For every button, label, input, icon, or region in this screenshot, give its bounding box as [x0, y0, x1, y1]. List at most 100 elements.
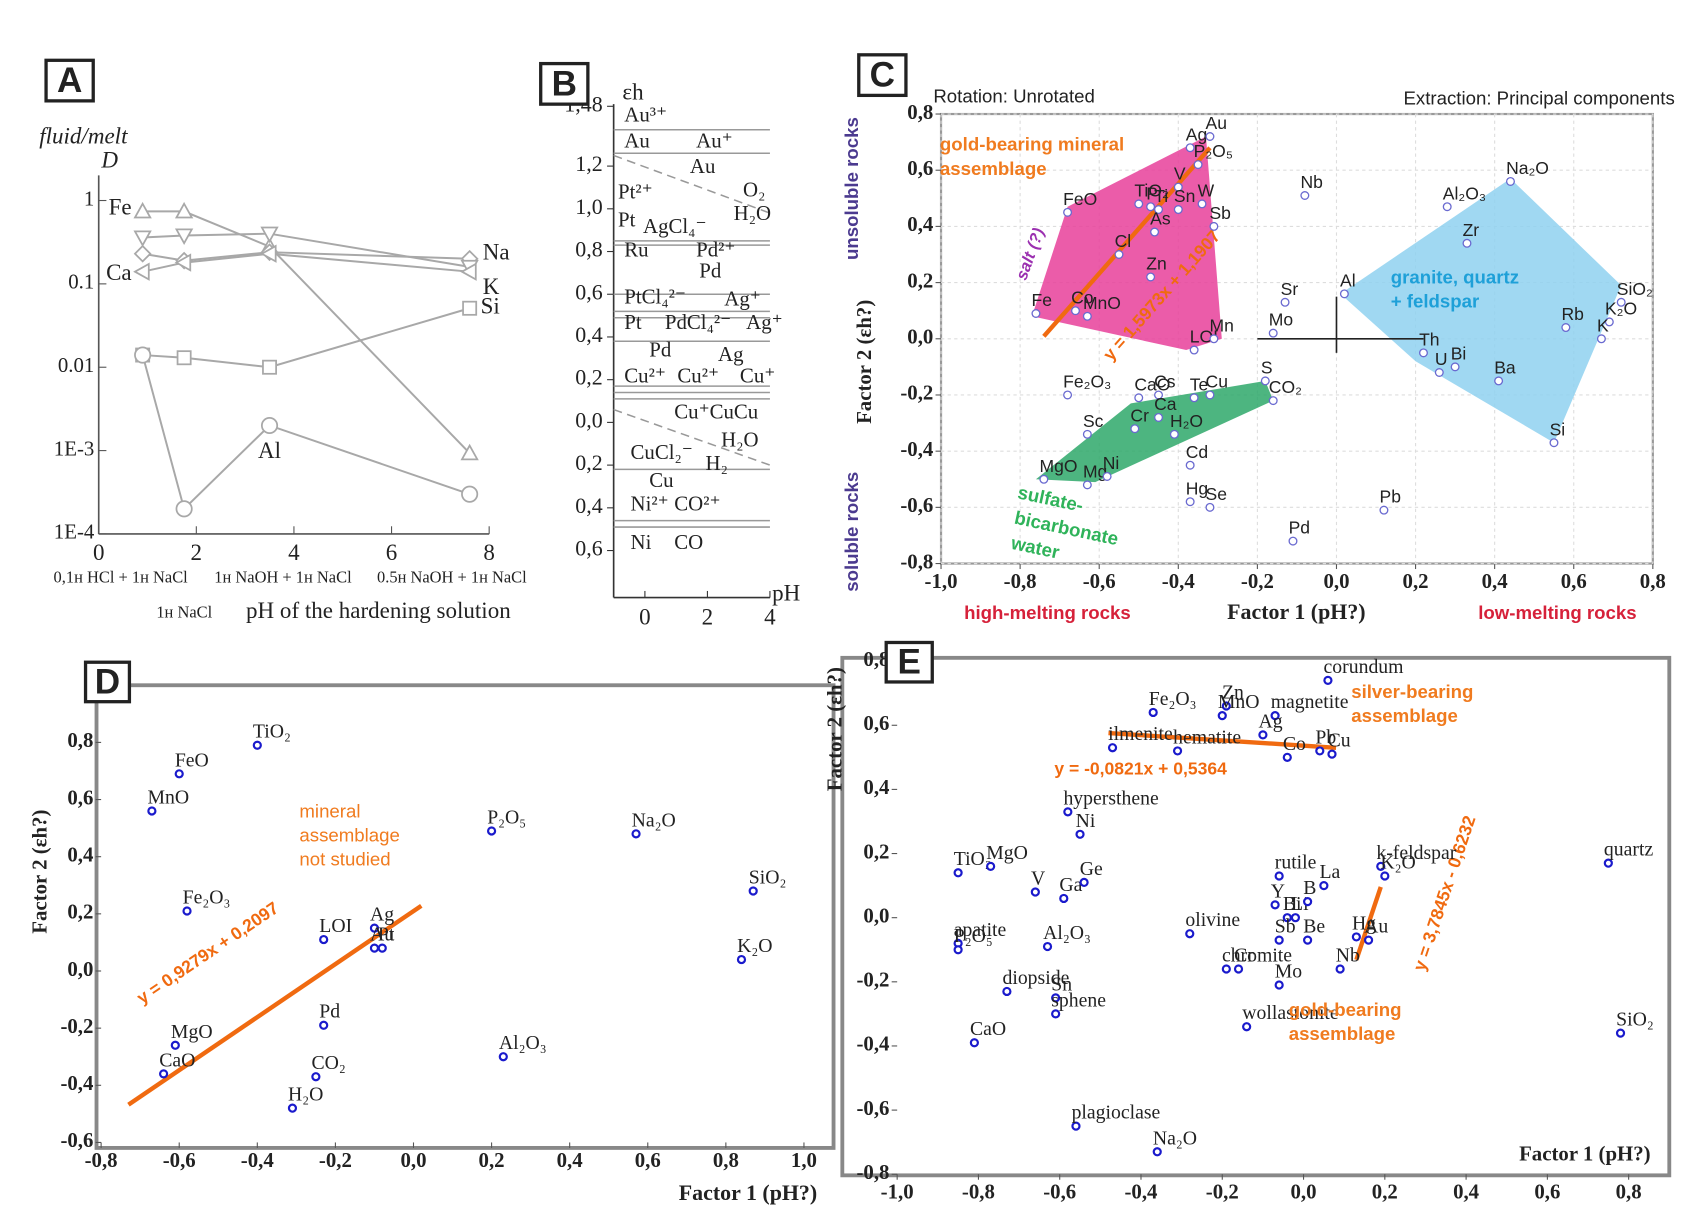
- point-label: Cs: [1154, 372, 1176, 392]
- point-label: Cr: [1234, 944, 1254, 966]
- point: [1146, 202, 1156, 212]
- point: [953, 868, 963, 878]
- point: [1290, 913, 1301, 923]
- point: [1154, 205, 1164, 215]
- point-label: As: [1150, 209, 1171, 229]
- point: [1217, 711, 1227, 721]
- point: [498, 1052, 508, 1062]
- species-label: Cu⁺: [740, 363, 775, 387]
- y-tick-label: 1E-4: [54, 520, 95, 544]
- point: [1042, 941, 1053, 952]
- series-line: [142, 251, 470, 262]
- x-label-side: high-melting rocks: [964, 602, 1131, 623]
- y-label: D: [100, 147, 118, 173]
- species-label: Pd: [649, 338, 672, 362]
- point-label: chromite: [1222, 944, 1292, 966]
- point-label: Pd: [1289, 518, 1310, 538]
- point-label: Si: [1550, 419, 1566, 439]
- point-label: Na₂O: [1506, 158, 1549, 178]
- x-tick-label: 4: [288, 539, 300, 565]
- x-tick-label: -1,0: [925, 569, 958, 593]
- point-label: TiO₂: [954, 848, 992, 870]
- point: [1319, 881, 1329, 891]
- y-tick-label: 0,0: [575, 407, 602, 432]
- point: [1063, 807, 1073, 817]
- point-label: Cu: [1206, 372, 1228, 392]
- point: [1315, 746, 1325, 756]
- point: [1434, 368, 1444, 377]
- point-label: Y: [1271, 880, 1285, 902]
- point-label: Sb: [1275, 916, 1296, 938]
- x-tick-label: -0,2: [1206, 1180, 1239, 1204]
- point: [1189, 393, 1199, 403]
- point: [1274, 871, 1284, 881]
- species-label: Pt²⁺: [618, 180, 653, 204]
- point: [1282, 913, 1292, 923]
- point-label: H₂O: [288, 1084, 323, 1106]
- species-label: Cu: [649, 468, 674, 492]
- point: [1615, 1028, 1626, 1038]
- point: [158, 1069, 169, 1079]
- point: [319, 1020, 329, 1030]
- region: [1035, 380, 1274, 483]
- region: [1340, 178, 1622, 443]
- point-label: Al₂O₃: [499, 1032, 547, 1054]
- species-label: H₂: [706, 451, 728, 475]
- point: [369, 943, 380, 953]
- point: [1596, 334, 1606, 344]
- marker: [174, 228, 194, 246]
- point: [1070, 306, 1080, 316]
- point-label: Pb: [1315, 726, 1336, 748]
- species-label: H₂O: [734, 201, 771, 225]
- point: [311, 1072, 321, 1082]
- point-label: CaO: [1134, 374, 1170, 394]
- x-tick-label: 0,2: [479, 1148, 505, 1172]
- point: [287, 1103, 298, 1113]
- point: [174, 769, 184, 779]
- point: [1152, 1147, 1162, 1157]
- point-label: Ga: [1059, 874, 1082, 896]
- marker: [260, 226, 279, 244]
- species-label: Au⁺: [696, 128, 732, 152]
- point: [748, 886, 758, 896]
- point: [1185, 460, 1195, 470]
- point: [986, 861, 996, 871]
- y-tick-label: -0,6: [60, 1128, 93, 1152]
- marker: [260, 244, 277, 263]
- y-tick-label: -0,6: [900, 493, 933, 517]
- x-tick-label: 0,0: [1323, 569, 1349, 593]
- point-label: Cu: [1328, 730, 1351, 752]
- point: [182, 906, 192, 916]
- series-line: [142, 210, 471, 454]
- point-label: V: [1031, 868, 1046, 890]
- point-label: Fe: [1032, 290, 1052, 310]
- series-label: Ca: [106, 259, 132, 285]
- point: [147, 806, 157, 816]
- point-label: Mg: [1083, 461, 1107, 481]
- y-tick-label: -0,4: [60, 1071, 94, 1095]
- point-label: Hg: [1352, 912, 1376, 934]
- annotation: silver-bearing: [1351, 681, 1473, 702]
- point: [1603, 858, 1613, 868]
- annotation: not studied: [299, 849, 390, 870]
- point-label: MnO: [147, 786, 189, 808]
- point: [1082, 429, 1092, 439]
- point-label: MgO: [1039, 456, 1077, 476]
- y-tick-label: 0,8: [863, 647, 889, 671]
- panel-letter: D: [95, 662, 120, 701]
- point: [1209, 334, 1219, 344]
- point: [1221, 964, 1231, 974]
- region-label: + feldspar: [1391, 291, 1480, 312]
- y-tick-label: 0,0: [863, 903, 889, 927]
- species-label: Au: [690, 154, 716, 178]
- y-label: Factor 2 (εh?): [27, 809, 51, 933]
- point-label: hypersthene: [1063, 787, 1159, 809]
- point-label: Hg: [1186, 478, 1208, 498]
- marker: [133, 201, 152, 219]
- point-label: Cd: [1186, 442, 1208, 462]
- point: [1268, 328, 1278, 338]
- y-tick-label: -0,2: [856, 968, 889, 992]
- x-label-side: low-melting rocks: [1478, 602, 1636, 623]
- y-tick-label: 1E-3: [54, 436, 95, 460]
- species-label: Ru: [624, 237, 649, 261]
